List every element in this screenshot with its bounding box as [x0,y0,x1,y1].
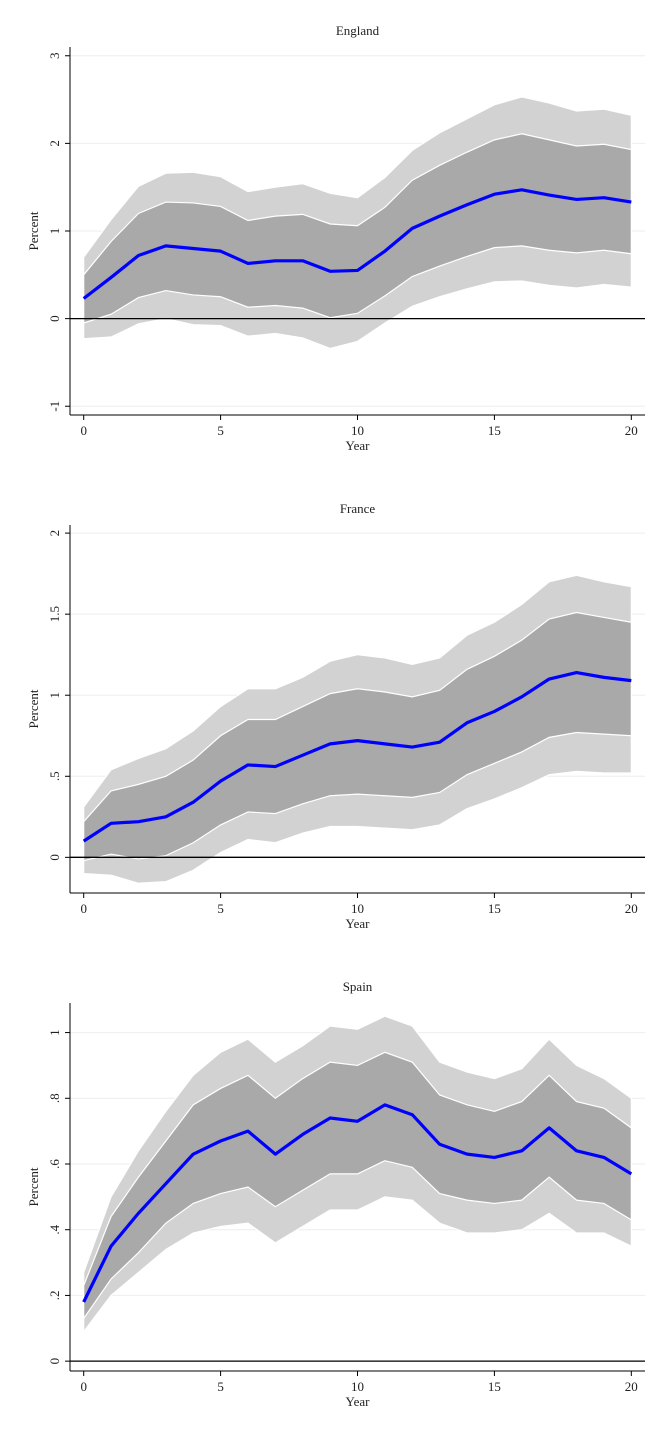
y-tick-label: -1 [47,401,62,412]
chart-title: France [340,501,376,516]
y-axis-label: Percent [26,211,41,250]
chart-title: Spain [343,979,373,994]
band [83,1051,632,1321]
x-tick-label: 15 [488,423,501,438]
x-axis-label: Year [346,916,371,931]
x-tick-label: 20 [625,1379,638,1394]
x-axis-label: Year [346,438,371,453]
x-tick-label: 10 [351,901,364,916]
y-tick-label: 3 [47,53,62,60]
y-tick-label: 1 [47,1029,62,1036]
x-tick-label: 0 [80,901,87,916]
y-tick-label: 1.5 [47,606,62,622]
x-tick-label: 5 [217,423,224,438]
line [82,670,632,843]
y-tick-label: 0 [47,315,62,322]
y-tick-label: 0 [47,854,62,861]
y-tick-label: 2 [47,530,62,537]
y-axis-label: Percent [26,689,41,728]
y-tick-label: 2 [47,140,62,147]
y-tick-label: 0 [47,1358,62,1365]
x-tick-label: 20 [625,423,638,438]
x-tick-label: 0 [80,423,87,438]
x-tick-label: 5 [217,1379,224,1394]
x-tick-label: 5 [217,901,224,916]
x-tick-label: 10 [351,1379,364,1394]
y-tick-label: .2 [47,1291,62,1301]
y-tick-label: .4 [47,1224,62,1234]
x-tick-label: 15 [488,901,501,916]
x-tick-label: 10 [351,423,364,438]
y-tick-label: .6 [47,1159,62,1169]
band [83,133,632,324]
y-tick-label: .5 [47,771,62,781]
y-tick-label: .8 [47,1093,62,1103]
x-axis-label: Year [346,1394,371,1409]
x-tick-label: 15 [488,1379,501,1394]
x-tick-label: 20 [625,901,638,916]
line [82,1103,633,1303]
y-axis-label: Percent [26,1167,41,1206]
band [83,611,632,862]
x-tick-label: 0 [80,1379,87,1394]
chart-title: England [336,23,380,38]
line [82,188,632,300]
y-tick-label: 1 [47,692,62,699]
y-tick-label: 1 [47,228,62,235]
